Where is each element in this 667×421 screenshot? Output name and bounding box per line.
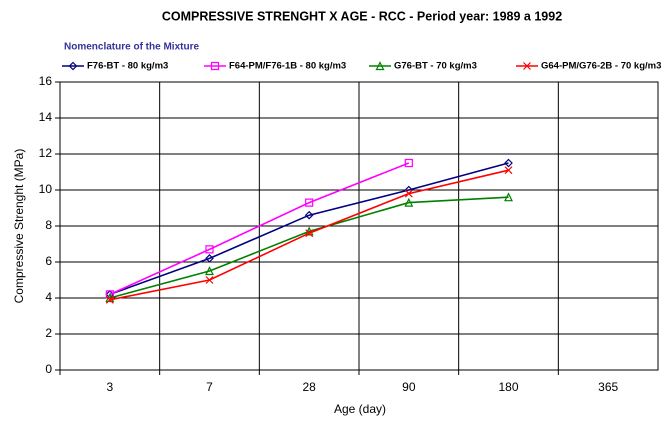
x-tick-label: 180	[498, 380, 518, 394]
chart-title: COMPRESSIVE STRENGHT X AGE - RCC - Perio…	[162, 9, 562, 23]
data-point	[504, 158, 513, 168]
data-point	[205, 266, 214, 276]
data-point	[504, 166, 513, 175]
legend-marker	[68, 61, 78, 71]
legend-label: G64-PM/G76-2B - 70 kg/m3	[541, 61, 661, 72]
series-line	[109, 196, 509, 299]
y-tick-label: 6	[45, 254, 52, 268]
legend-marker	[523, 62, 531, 70]
data-point	[205, 276, 214, 284]
data-point	[304, 210, 314, 220]
x-tick-label: 90	[402, 380, 416, 394]
data-point	[404, 197, 414, 207]
series-line	[109, 162, 410, 296]
y-tick-label: 12	[39, 146, 53, 160]
data-point	[305, 198, 314, 207]
data-point	[105, 295, 114, 304]
data-point	[205, 245, 214, 254]
series-line	[109, 162, 509, 296]
y-tick-label: 10	[39, 182, 53, 196]
y-tick-label: 0	[45, 362, 52, 376]
y-tick-label: 8	[45, 218, 52, 232]
x-tick-label: 7	[206, 380, 213, 394]
legend-title: Nomenclature of the Mixture	[64, 42, 199, 53]
data-point	[504, 192, 513, 202]
legend-marker	[375, 61, 385, 71]
x-tick-label: 3	[106, 380, 113, 394]
data-point	[105, 290, 114, 299]
y-tick-label: 16	[39, 74, 53, 88]
y-tick-label: 2	[45, 326, 52, 340]
data-point	[404, 189, 413, 198]
y-tick-label: 14	[39, 110, 53, 124]
y-axis-label: Compressive Strenght (MPa)	[12, 149, 26, 304]
x-tick-label: 365	[598, 380, 618, 394]
data-point	[205, 254, 214, 263]
legend-marker	[210, 61, 220, 71]
y-tick-label: 4	[45, 290, 52, 304]
data-point	[305, 229, 314, 238]
x-tick-label: 28	[302, 380, 316, 394]
legend-label: F76-BT - 80 kg/m3	[87, 61, 168, 72]
legend-label: F64-PM/F76-1B - 80 kg/m3	[229, 61, 346, 72]
x-axis-label: Age (day)	[334, 402, 386, 416]
legend-label: G76-BT - 70 kg/m3	[394, 61, 477, 72]
data-point	[404, 158, 413, 168]
